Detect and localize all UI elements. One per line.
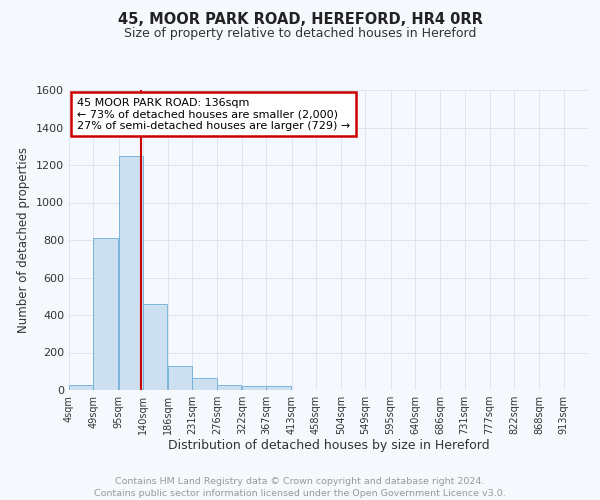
Bar — [143, 304, 167, 390]
Text: Contains HM Land Registry data © Crown copyright and database right 2024.: Contains HM Land Registry data © Crown c… — [115, 478, 485, 486]
Bar — [94, 238, 118, 390]
Bar — [217, 385, 241, 390]
Bar — [193, 378, 217, 390]
Text: Size of property relative to detached houses in Hereford: Size of property relative to detached ho… — [124, 26, 476, 40]
Text: 45 MOOR PARK ROAD: 136sqm
← 73% of detached houses are smaller (2,000)
27% of se: 45 MOOR PARK ROAD: 136sqm ← 73% of detac… — [77, 98, 350, 130]
Bar — [119, 156, 143, 390]
Y-axis label: Number of detached properties: Number of detached properties — [17, 147, 31, 333]
Bar — [168, 366, 192, 390]
Bar — [266, 386, 290, 390]
Text: Contains public sector information licensed under the Open Government Licence v3: Contains public sector information licen… — [94, 489, 506, 498]
Bar — [242, 386, 266, 390]
Bar — [69, 385, 93, 390]
X-axis label: Distribution of detached houses by size in Hereford: Distribution of detached houses by size … — [167, 438, 490, 452]
Text: 45, MOOR PARK ROAD, HEREFORD, HR4 0RR: 45, MOOR PARK ROAD, HEREFORD, HR4 0RR — [118, 12, 482, 28]
